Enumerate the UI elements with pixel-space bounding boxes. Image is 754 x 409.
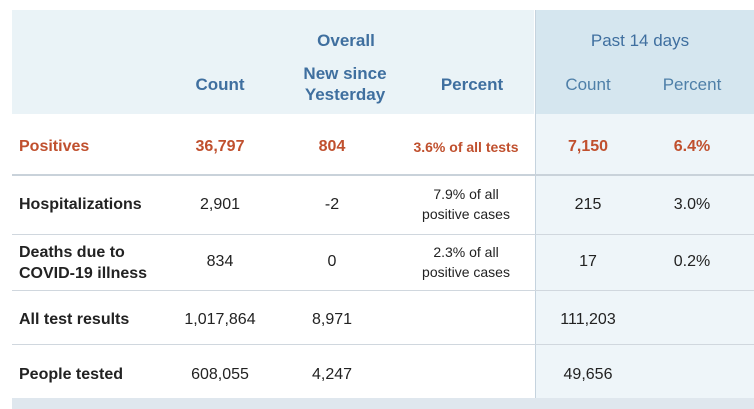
row-divider: [12, 344, 754, 345]
row-label-line1: Deaths due to: [19, 244, 125, 261]
count-value: 36,797: [195, 138, 245, 155]
header-past-percent: Percent: [662, 75, 722, 94]
past-count-value: 17: [579, 253, 597, 270]
past-count-value: 111,203: [560, 311, 616, 328]
past-percent-value: 0.2%: [673, 253, 711, 270]
new-value: 804: [318, 138, 346, 155]
percent-line2: positive cases: [422, 206, 510, 222]
past-count-value: 215: [574, 196, 602, 213]
new-value: 4,247: [311, 366, 353, 383]
row-label: Hospitalizations: [19, 196, 142, 213]
past-count-value: 49,656: [563, 366, 613, 383]
row-label: People tested: [19, 366, 124, 383]
new-value: 8,971: [311, 311, 353, 328]
header-new-since: New since Yesterday: [280, 63, 410, 105]
group-divider: [535, 10, 536, 409]
header-past-count: Count: [565, 75, 611, 94]
count-value: 1,017,864: [184, 311, 256, 328]
row-divider: [12, 290, 754, 291]
header-new-since-line2: Yesterday: [304, 85, 386, 104]
percent-line1: 2.3% of all: [433, 244, 499, 260]
past-count-value: 7,150: [567, 138, 609, 155]
row-label-line2: COVID-19 illness: [19, 265, 148, 282]
row-divider: [12, 174, 754, 176]
past-14-days-column-bg: [536, 114, 754, 409]
past-percent-value: 3.0%: [673, 196, 711, 213]
percent-line1: 7.9% of all: [433, 186, 499, 202]
percent-value: 7.9% of all positive cases: [398, 184, 534, 224]
header-new-since-line1: New since: [303, 64, 387, 83]
header-overall: Overall: [317, 31, 375, 50]
row-label: Deaths due to COVID-19 illness: [19, 242, 147, 284]
count-value: 608,055: [191, 366, 249, 383]
row-divider: [12, 234, 754, 235]
past-percent-value: 6.4%: [673, 138, 711, 155]
count-value: 2,901: [199, 196, 241, 213]
row-label: All test results: [19, 311, 130, 328]
percent-line2: positive cases: [422, 264, 510, 280]
row-label: Positives: [19, 138, 90, 155]
new-value: -2: [324, 196, 340, 213]
header-band-past-14-days: [536, 10, 754, 114]
header-percent: Percent: [440, 75, 504, 94]
header-count: Count: [195, 75, 245, 94]
table-footer-strip: [12, 398, 754, 409]
new-value: 0: [327, 253, 337, 270]
percent-value: 2.3% of all positive cases: [398, 242, 534, 282]
header-band-overall: [12, 10, 534, 114]
header-past-14-days: Past 14 days: [590, 31, 690, 50]
count-value: 834: [206, 253, 234, 270]
percent-value: 3.6% of all tests: [413, 139, 519, 155]
